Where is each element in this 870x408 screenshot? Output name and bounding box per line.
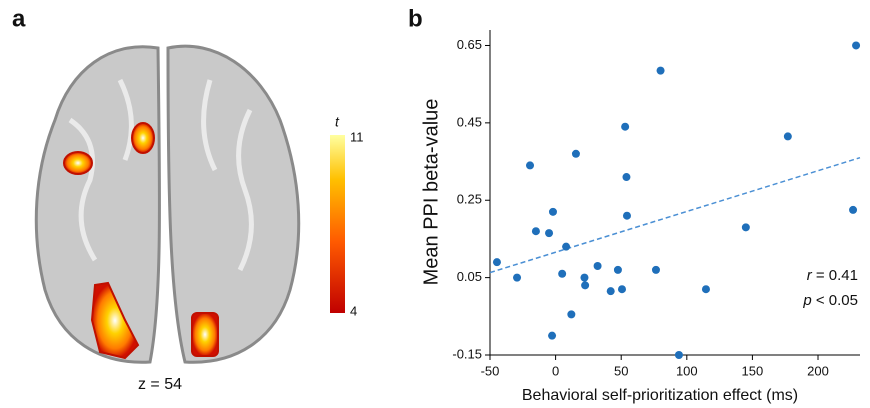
x-tick-label: 50	[614, 363, 628, 378]
data-point	[580, 274, 588, 282]
colorbar-max: 11	[350, 129, 364, 144]
data-point	[532, 227, 540, 235]
data-point	[849, 206, 857, 214]
data-point	[621, 123, 629, 131]
y-tick-label: -0.15	[452, 346, 482, 361]
y-tick-label: 0.05	[457, 269, 482, 284]
figure: a z = 54 t 11 4 b Mean PPI beta-value Be…	[0, 0, 870, 408]
y-tick-label: 0.65	[457, 37, 482, 52]
y-tick-label: 0.45	[457, 114, 482, 129]
annotation: r = 0.41	[807, 267, 858, 284]
colorbar-title: t	[335, 114, 340, 130]
colorbar-min: 4	[350, 303, 357, 318]
annotation-text: < 0.05	[812, 292, 858, 309]
data-point	[545, 229, 553, 237]
colorbar	[330, 135, 345, 313]
data-point	[623, 212, 631, 220]
data-point	[513, 274, 521, 282]
data-point	[572, 150, 580, 158]
data-point	[562, 243, 570, 251]
annotation: p < 0.05	[802, 292, 858, 309]
data-point	[567, 310, 575, 318]
data-point	[702, 285, 710, 293]
x-tick-label: 100	[676, 363, 698, 378]
data-point	[675, 351, 683, 359]
data-point	[549, 208, 557, 216]
annotation-symbol: p	[802, 292, 811, 309]
data-point	[622, 173, 630, 181]
trend-line	[490, 158, 860, 273]
data-point	[594, 262, 602, 270]
data-point	[657, 67, 665, 75]
panel-label: b	[408, 5, 423, 32]
data-point	[526, 161, 534, 169]
data-point	[652, 266, 660, 274]
x-tick-label: 150	[742, 363, 764, 378]
data-point	[493, 258, 501, 266]
data-point	[558, 270, 566, 278]
slice-caption: z = 54	[138, 376, 182, 393]
data-point	[548, 332, 556, 340]
x-tick-label: 200	[807, 363, 829, 378]
y-axis-title: Mean PPI beta-value	[420, 99, 442, 286]
data-point	[618, 285, 626, 293]
x-tick-label: 0	[552, 363, 559, 378]
data-point	[614, 266, 622, 274]
data-point	[742, 223, 750, 231]
panel-label: a	[12, 5, 26, 32]
data-point	[852, 41, 860, 49]
data-point	[581, 281, 589, 289]
annotation-text: = 0.41	[812, 267, 858, 284]
data-point	[607, 287, 615, 295]
brain-image	[36, 46, 298, 362]
x-tick-label: -50	[481, 363, 500, 378]
y-tick-label: 0.25	[457, 192, 482, 207]
data-point	[784, 132, 792, 140]
x-axis-title: Behavioral self-prioritization effect (m…	[522, 387, 798, 404]
